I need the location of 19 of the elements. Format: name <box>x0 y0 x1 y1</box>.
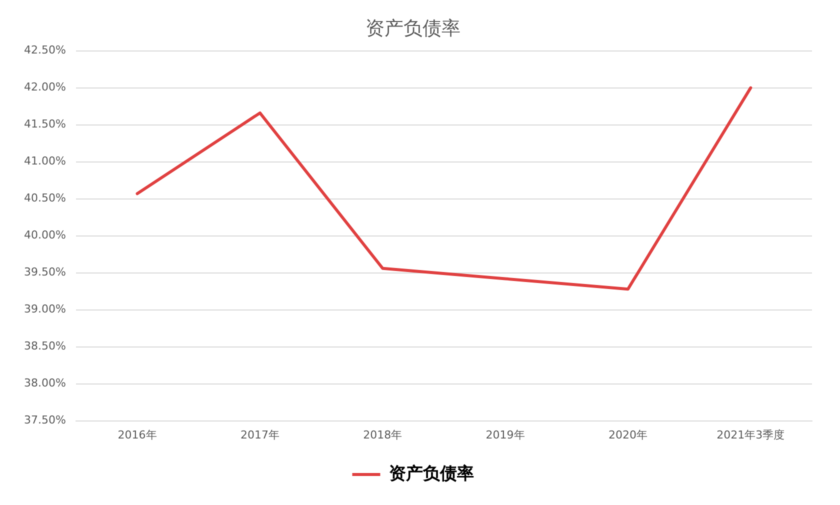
x-tick-label: 2017年 <box>240 428 280 442</box>
y-tick-label: 41.50% <box>24 118 66 131</box>
y-tick-label: 42.00% <box>24 80 66 94</box>
y-tick-label: 42.50% <box>24 44 66 57</box>
x-tick-label: 2019年 <box>486 428 525 442</box>
y-tick-label: 38.00% <box>24 376 66 390</box>
y-tick-label: 39.00% <box>24 302 66 316</box>
y-tick-label: 38.50% <box>24 340 66 353</box>
x-tick-label: 2020年 <box>608 428 648 442</box>
y-tick-label: 40.50% <box>24 192 66 205</box>
x-tick-label: 2021年3季度 <box>716 428 785 442</box>
legend-label: 资产负债率 <box>388 464 474 483</box>
y-tick-label: 41.00% <box>24 154 66 168</box>
x-tick-label: 2018年 <box>363 428 402 442</box>
y-tick-label: 40.00% <box>24 228 66 242</box>
y-tick-label: 39.50% <box>24 266 66 279</box>
x-tick-label: 2016年 <box>118 428 157 442</box>
y-tick-label: 37.50% <box>24 414 66 427</box>
chart-title: 资产负债率 <box>366 17 460 40</box>
